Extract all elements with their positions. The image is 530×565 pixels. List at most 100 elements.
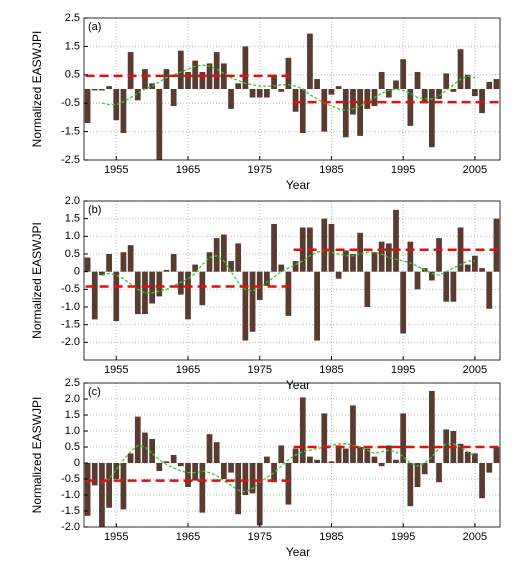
bar bbox=[249, 89, 256, 98]
bar bbox=[400, 59, 407, 89]
bar bbox=[428, 271, 435, 281]
y-tick-label: 2.5 bbox=[65, 12, 80, 24]
bar bbox=[84, 89, 91, 124]
bar bbox=[220, 463, 227, 479]
bar bbox=[99, 89, 105, 91]
y-tick-label: 1.5 bbox=[65, 409, 80, 421]
bar bbox=[278, 89, 285, 92]
bar bbox=[357, 89, 364, 136]
bar bbox=[156, 89, 163, 160]
y-tick-label: -2.5 bbox=[61, 154, 80, 166]
bar bbox=[177, 50, 184, 89]
bar bbox=[99, 271, 105, 276]
bar bbox=[371, 456, 378, 463]
bar bbox=[443, 271, 450, 302]
x-tick-label: 2005 bbox=[463, 364, 487, 376]
bar bbox=[364, 448, 371, 463]
bar bbox=[220, 63, 227, 89]
bar bbox=[127, 245, 134, 272]
plot-area bbox=[84, 209, 500, 341]
bar bbox=[134, 416, 141, 463]
bar bbox=[242, 463, 249, 495]
bar bbox=[292, 448, 299, 463]
bar bbox=[299, 397, 306, 463]
bar bbox=[493, 218, 500, 272]
bar bbox=[393, 459, 399, 463]
bar bbox=[385, 243, 392, 272]
bar bbox=[299, 227, 306, 272]
bar bbox=[307, 456, 313, 463]
bar bbox=[199, 463, 206, 513]
bar bbox=[421, 89, 428, 104]
bar bbox=[192, 264, 199, 272]
smooth-line bbox=[101, 443, 476, 493]
y-tick-label: -1.5 bbox=[61, 505, 80, 517]
y-tick-label: -1.0 bbox=[61, 301, 80, 313]
bar bbox=[335, 445, 342, 463]
bar bbox=[299, 89, 306, 134]
bar bbox=[228, 261, 234, 272]
bar bbox=[278, 264, 285, 272]
x-tick-label: 1965 bbox=[176, 164, 200, 176]
x-tick-label: 1975 bbox=[247, 164, 271, 176]
bar bbox=[149, 83, 156, 89]
y-tick-label: 1.5 bbox=[65, 40, 80, 52]
bar bbox=[378, 463, 385, 467]
bar bbox=[213, 52, 220, 89]
bar bbox=[271, 223, 277, 272]
bar bbox=[285, 57, 292, 89]
smooth-line bbox=[101, 64, 476, 111]
bar bbox=[99, 463, 105, 527]
bar bbox=[156, 463, 163, 471]
bar bbox=[163, 69, 170, 89]
x-tick-label: 2005 bbox=[463, 164, 487, 176]
x-axis-label: Year bbox=[286, 178, 310, 192]
bar bbox=[464, 264, 471, 272]
bar bbox=[328, 223, 335, 272]
bar bbox=[242, 271, 249, 341]
bar bbox=[328, 89, 335, 95]
bar bbox=[106, 86, 112, 89]
x-tick-label: 1955 bbox=[104, 364, 128, 376]
bar bbox=[457, 227, 464, 272]
bar bbox=[393, 209, 399, 272]
bar bbox=[163, 461, 170, 463]
bar bbox=[364, 271, 371, 307]
y-axis-label: Normalized EASWJPI bbox=[30, 397, 44, 514]
bar bbox=[314, 271, 320, 341]
bar bbox=[106, 463, 112, 508]
panel: 1955 1965 1975 1985 1995 2005 2.5 2.0 1.5 1.0 0.5 0… bbox=[30, 377, 501, 559]
bar bbox=[249, 463, 256, 494]
bar bbox=[170, 89, 177, 107]
x-tick-label: 1965 bbox=[176, 364, 200, 376]
bar bbox=[414, 71, 421, 89]
panel-label: (b) bbox=[88, 204, 101, 216]
bar bbox=[335, 271, 342, 279]
bar bbox=[472, 255, 478, 272]
bar bbox=[235, 243, 242, 272]
bar bbox=[414, 463, 421, 487]
axes-frame bbox=[83, 17, 501, 161]
bar bbox=[357, 447, 364, 463]
y-tick-label: 0.5 bbox=[65, 441, 80, 453]
panel: 1955 1965 1975 1985 1995 2005 2.0 1.5 1.0 0.5 0 -0.… bbox=[30, 195, 501, 392]
bar bbox=[378, 241, 385, 272]
bar bbox=[285, 463, 292, 505]
bar bbox=[321, 413, 328, 463]
bar bbox=[407, 89, 414, 126]
bar bbox=[342, 89, 349, 138]
y-tick-label: 1.0 bbox=[65, 425, 80, 437]
bar bbox=[292, 89, 299, 112]
bar bbox=[113, 463, 120, 479]
bar bbox=[170, 455, 177, 463]
y-tick-label: 2.0 bbox=[65, 393, 80, 405]
bar bbox=[400, 413, 407, 463]
bar bbox=[472, 453, 478, 463]
bar bbox=[421, 463, 428, 475]
bar bbox=[335, 86, 342, 89]
y-axis-label: Normalized EASWJPI bbox=[30, 31, 44, 148]
y-tick-label: -2.0 bbox=[61, 521, 80, 533]
bar bbox=[407, 241, 414, 272]
bar bbox=[342, 448, 349, 463]
